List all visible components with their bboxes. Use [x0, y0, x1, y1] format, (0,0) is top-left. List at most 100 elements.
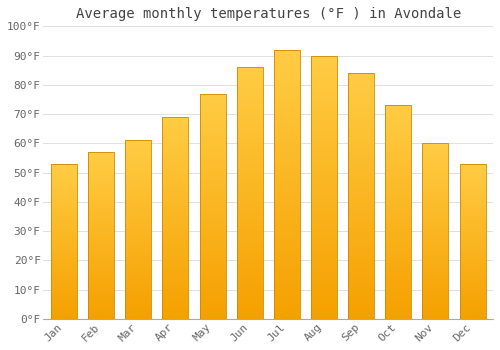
- Bar: [386, 139, 411, 142]
- Bar: [460, 241, 485, 243]
- Bar: [460, 184, 485, 186]
- Bar: [311, 100, 337, 103]
- Bar: [311, 92, 337, 95]
- Bar: [88, 317, 114, 319]
- Bar: [311, 142, 337, 145]
- Bar: [422, 300, 448, 301]
- Bar: [460, 274, 485, 275]
- Bar: [422, 196, 448, 198]
- Bar: [274, 120, 300, 122]
- Bar: [422, 265, 448, 266]
- Bar: [162, 285, 188, 287]
- Bar: [311, 232, 337, 234]
- Bar: [88, 234, 114, 236]
- Bar: [422, 173, 448, 175]
- Bar: [200, 148, 226, 150]
- Bar: [162, 297, 188, 299]
- Bar: [125, 237, 151, 239]
- Bar: [236, 107, 262, 110]
- Bar: [274, 155, 300, 158]
- Bar: [236, 168, 262, 170]
- Bar: [125, 312, 151, 314]
- Bar: [51, 214, 77, 215]
- Bar: [348, 314, 374, 316]
- Bar: [422, 305, 448, 307]
- Bar: [200, 197, 226, 199]
- Bar: [236, 155, 262, 158]
- Bar: [51, 186, 77, 187]
- Bar: [236, 128, 262, 130]
- Bar: [236, 166, 262, 168]
- Bar: [386, 144, 411, 146]
- Bar: [348, 240, 374, 243]
- Bar: [274, 311, 300, 314]
- Bar: [200, 231, 226, 233]
- Bar: [125, 142, 151, 144]
- Bar: [274, 236, 300, 238]
- Bar: [125, 201, 151, 203]
- Bar: [348, 223, 374, 225]
- Bar: [236, 211, 262, 213]
- Bar: [348, 282, 374, 285]
- Bar: [88, 174, 114, 175]
- Bar: [386, 165, 411, 167]
- Bar: [125, 230, 151, 231]
- Bar: [348, 162, 374, 164]
- Bar: [274, 279, 300, 281]
- Bar: [51, 240, 77, 242]
- Bar: [88, 272, 114, 274]
- Bar: [236, 223, 262, 226]
- Bar: [348, 132, 374, 134]
- Bar: [236, 203, 262, 206]
- Bar: [51, 184, 77, 186]
- Bar: [460, 286, 485, 288]
- Bar: [422, 201, 448, 203]
- Bar: [88, 152, 114, 319]
- Bar: [460, 293, 485, 294]
- Bar: [348, 250, 374, 252]
- Bar: [162, 250, 188, 252]
- Bar: [88, 175, 114, 177]
- Bar: [200, 283, 226, 285]
- Bar: [51, 289, 77, 291]
- Bar: [162, 317, 188, 319]
- Bar: [162, 131, 188, 133]
- Bar: [162, 208, 188, 210]
- Bar: [125, 205, 151, 206]
- Bar: [422, 245, 448, 247]
- Bar: [88, 231, 114, 232]
- Bar: [236, 88, 262, 90]
- Bar: [274, 125, 300, 128]
- Bar: [88, 201, 114, 202]
- Bar: [274, 98, 300, 101]
- Bar: [422, 159, 448, 161]
- Bar: [125, 174, 151, 176]
- Bar: [51, 229, 77, 231]
- Bar: [88, 309, 114, 310]
- Bar: [348, 147, 374, 149]
- Bar: [236, 183, 262, 186]
- Bar: [460, 220, 485, 221]
- Bar: [460, 165, 485, 167]
- Bar: [348, 312, 374, 314]
- Bar: [162, 254, 188, 256]
- Bar: [51, 302, 77, 303]
- Bar: [422, 172, 448, 173]
- Bar: [274, 117, 300, 120]
- Bar: [311, 69, 337, 71]
- Bar: [311, 258, 337, 261]
- Bar: [422, 152, 448, 154]
- Bar: [386, 225, 411, 227]
- Bar: [200, 177, 226, 179]
- Bar: [88, 169, 114, 170]
- Bar: [162, 260, 188, 262]
- Bar: [274, 163, 300, 166]
- Bar: [311, 148, 337, 150]
- Bar: [162, 177, 188, 180]
- Bar: [460, 179, 485, 181]
- Bar: [162, 117, 188, 119]
- Bar: [200, 100, 226, 103]
- Bar: [460, 226, 485, 228]
- Bar: [88, 192, 114, 194]
- Bar: [200, 132, 226, 134]
